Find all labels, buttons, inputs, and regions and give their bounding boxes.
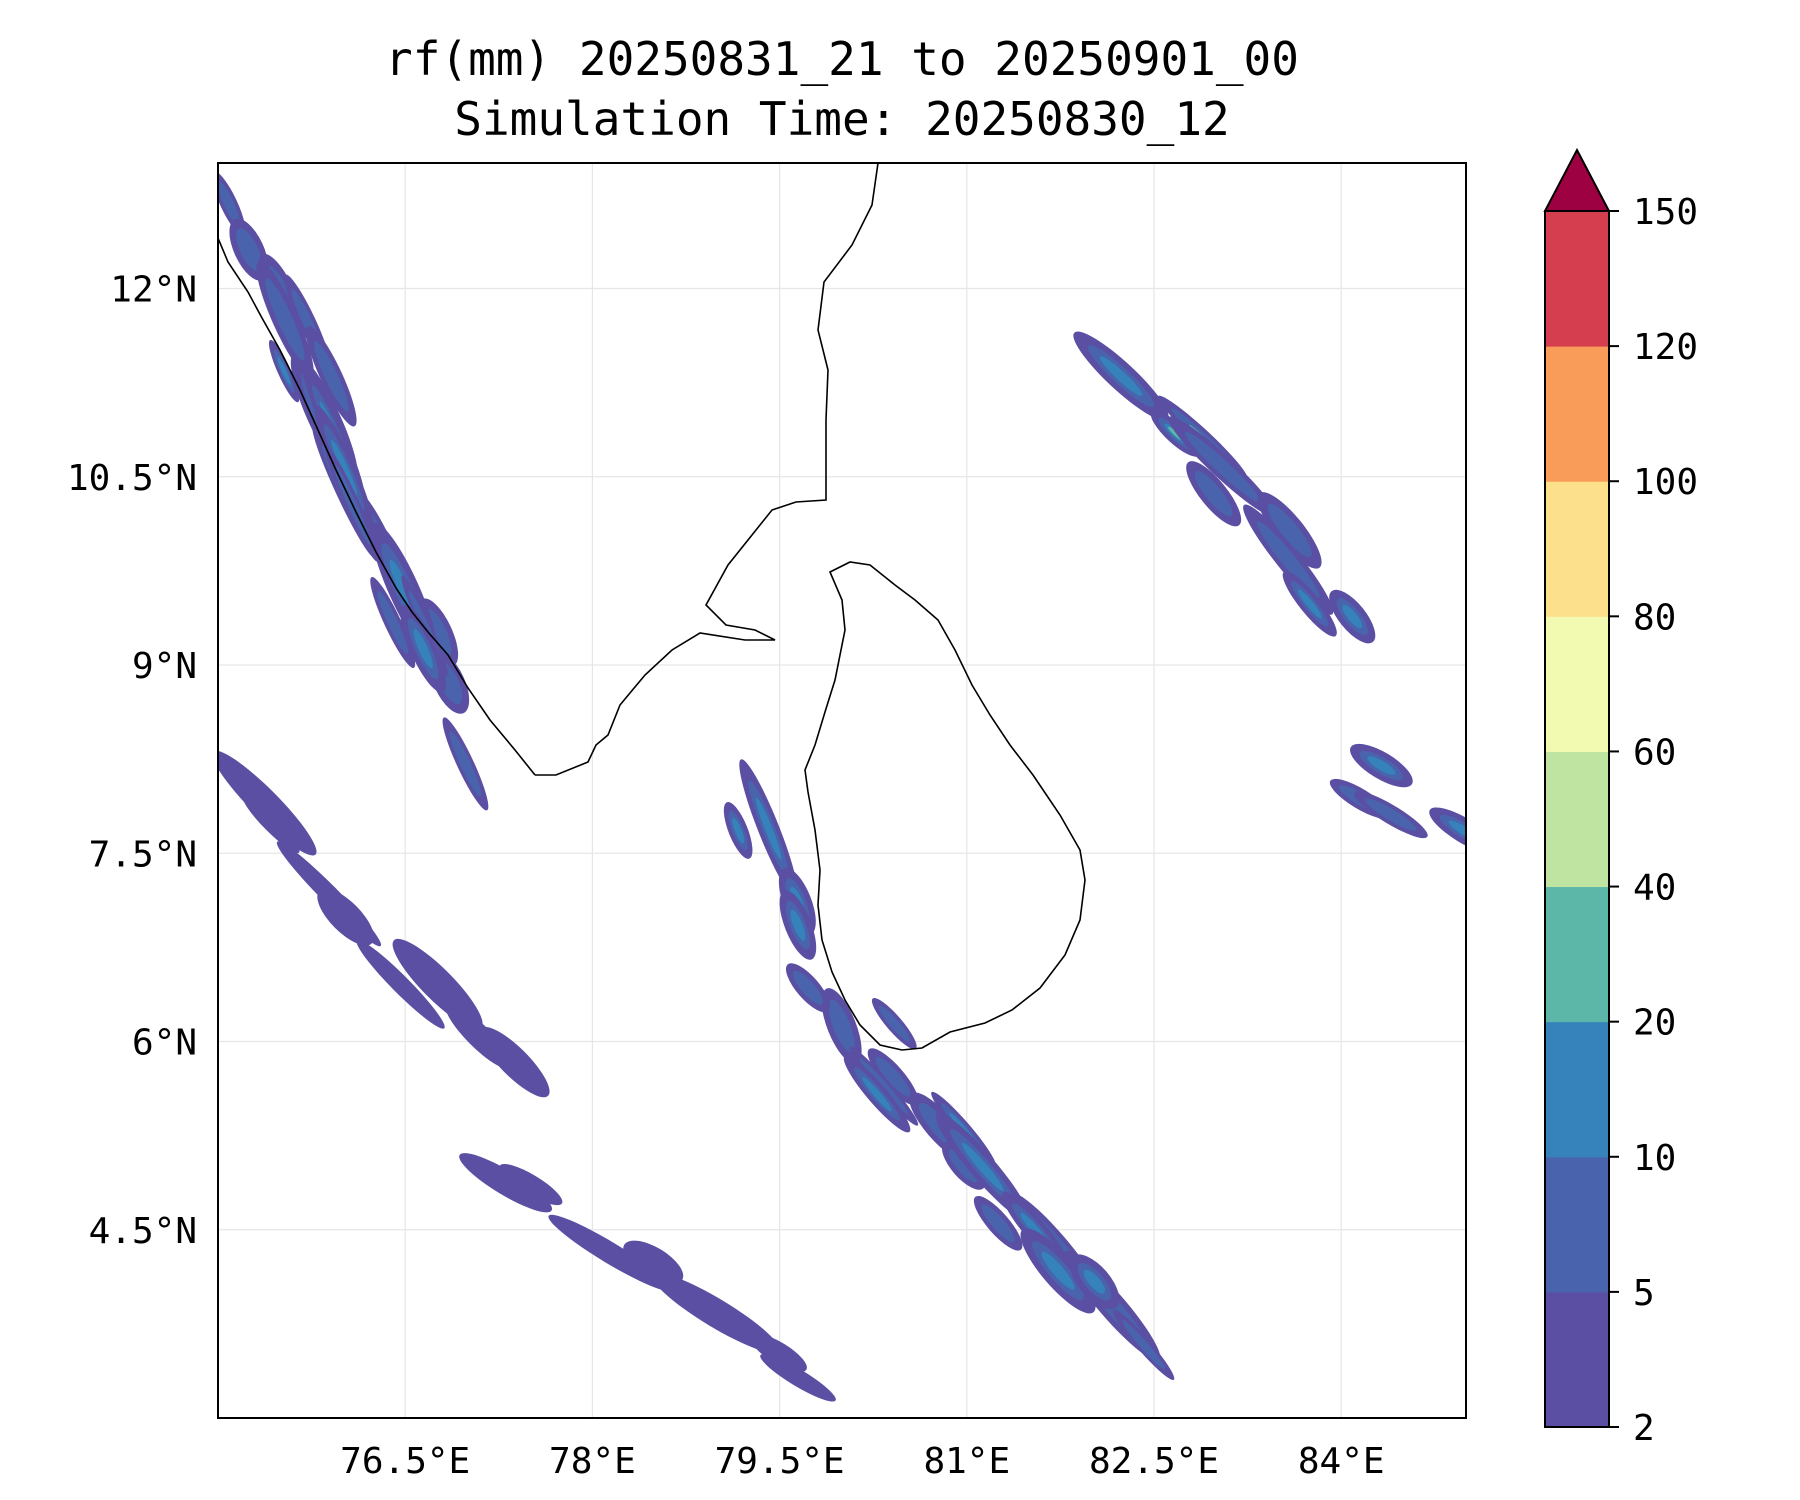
colorbar-tick-label: 60	[1633, 732, 1676, 773]
colorbar-frame	[1544, 210, 1610, 1428]
colorbar-tick-label: 5	[1633, 1273, 1655, 1314]
rain-cell-core	[732, 817, 745, 844]
lat-tick-label: 6°N	[132, 1023, 197, 1064]
lon-tick-label: 82.5°E	[1089, 1441, 1219, 1482]
rain-cell-core	[218, 181, 241, 227]
map-title-line-1: rf(mm) 20250831_21 to 20250901_00	[385, 32, 1299, 86]
rain-cell-core	[1342, 604, 1363, 629]
rain-cell-core	[755, 797, 782, 860]
rain-cell-core	[313, 341, 349, 412]
rain-cell-core	[828, 999, 855, 1053]
rain-cell-core	[331, 439, 358, 496]
colorbar-tick-label: 20	[1633, 1003, 1676, 1044]
colorbar-segment	[1545, 211, 1609, 347]
rain-cell-core	[1367, 756, 1396, 775]
rain-cell-core	[449, 731, 482, 797]
rain-cell-core	[1365, 798, 1417, 831]
rain-cell-core	[875, 1056, 911, 1097]
rain-cell-core	[277, 357, 291, 386]
colorbar-tick-label: 40	[1633, 868, 1676, 909]
lat-tick-label: 4.5°N	[89, 1211, 197, 1252]
map-area	[217, 162, 1467, 1419]
rain-cell-core	[413, 629, 433, 669]
map-title-line-2: Simulation Time: 20250830_12	[454, 92, 1229, 146]
rain-cell-core	[377, 590, 409, 655]
colorbar-segment	[1545, 481, 1609, 617]
rain-cell-core	[1448, 820, 1466, 841]
map-background	[218, 163, 1466, 1418]
lat-tick-label: 7.5°N	[89, 834, 197, 875]
rain-cell-core	[1083, 1269, 1106, 1294]
lon-tick-label: 81°E	[923, 1441, 1010, 1482]
colorbar-ticks: 2 5 10 20 40 60 80 100 120 150	[1609, 192, 1698, 1449]
rain-cell-core	[1267, 503, 1312, 557]
rain-cell-core	[1122, 1320, 1166, 1370]
lat-tick-label: 10.5°N	[67, 458, 197, 499]
colorbar-segments	[1545, 211, 1609, 1428]
colorbar-tick-label: 80	[1633, 597, 1676, 638]
colorbar-segment	[1545, 1156, 1609, 1293]
rain-cell-core	[1041, 1251, 1075, 1290]
latitude-ticks: 12°N 10.5°N 9°N 7.5°N 6°N 4.5°N	[67, 270, 197, 1252]
rain-cell-core	[1256, 521, 1320, 599]
rain-cell-core	[265, 278, 305, 361]
rain-cell-core	[878, 1005, 910, 1042]
colorbar-tick-label: 100	[1633, 462, 1698, 503]
colorbar-segment	[1545, 1021, 1609, 1158]
lat-tick-label: 9°N	[132, 646, 197, 687]
coastline-india-west	[218, 237, 536, 776]
colorbar-tick-label: 150	[1633, 192, 1698, 233]
rainfall-field	[218, 171, 1466, 1402]
longitude-ticks: 76.5°E 78°E 79.5°E 81°E 82.5°E 84°E	[340, 1441, 1384, 1482]
colorbar-segment	[1545, 886, 1609, 1023]
lon-tick-label: 78°E	[549, 1441, 636, 1482]
lon-tick-label: 84°E	[1298, 1441, 1385, 1482]
rain-cell-core	[981, 1204, 1015, 1243]
colorbar-segment	[1545, 616, 1609, 752]
colorbar: 2 5 10 20 40 60 80 100 120 150	[1543, 147, 1698, 1449]
rain-cell	[218, 750, 317, 856]
rain-cell-core	[792, 970, 824, 1005]
lon-tick-label: 76.5°E	[340, 1441, 470, 1482]
rain-cell	[652, 1273, 780, 1354]
rain-cell	[317, 888, 374, 946]
rain-cell	[479, 1026, 550, 1098]
colorbar-extend-arrow	[1543, 147, 1611, 212]
lon-tick-label: 79.5°E	[715, 1441, 845, 1482]
colorbar-segment	[1545, 1291, 1609, 1428]
colorbar-tick-label: 2	[1633, 1408, 1655, 1449]
rain-cell	[499, 1164, 563, 1206]
rain-cell	[459, 1153, 553, 1213]
colorbar-segment	[1545, 346, 1609, 482]
colorbar-tick-label: 10	[1633, 1138, 1676, 1179]
rain-cell	[760, 1353, 836, 1402]
rain-cell-core	[862, 1076, 892, 1112]
rain-cell-core	[1194, 471, 1233, 517]
rain-cell-core	[859, 1058, 908, 1114]
coastline-sri-lanka	[804, 561, 1086, 1051]
lat-tick-label: 12°N	[110, 270, 197, 311]
rain-cell-core	[1184, 431, 1261, 503]
rain-cell-core	[948, 1149, 979, 1183]
rain-cell-core	[1099, 356, 1143, 396]
colorbar-tick-label: 120	[1633, 327, 1698, 368]
rain-cell	[356, 940, 445, 1029]
rain-cell-core	[236, 228, 262, 272]
coastline	[218, 163, 1086, 1051]
rain-cell-core	[961, 1142, 1004, 1192]
rain-cell-core	[790, 909, 806, 941]
rain-cell-core	[1297, 589, 1322, 619]
rain-cell	[242, 796, 300, 853]
colorbar-segment	[1545, 751, 1609, 888]
coastline-india-east	[535, 163, 879, 776]
rain-cell	[750, 1333, 807, 1373]
map-frame	[217, 162, 1467, 1419]
